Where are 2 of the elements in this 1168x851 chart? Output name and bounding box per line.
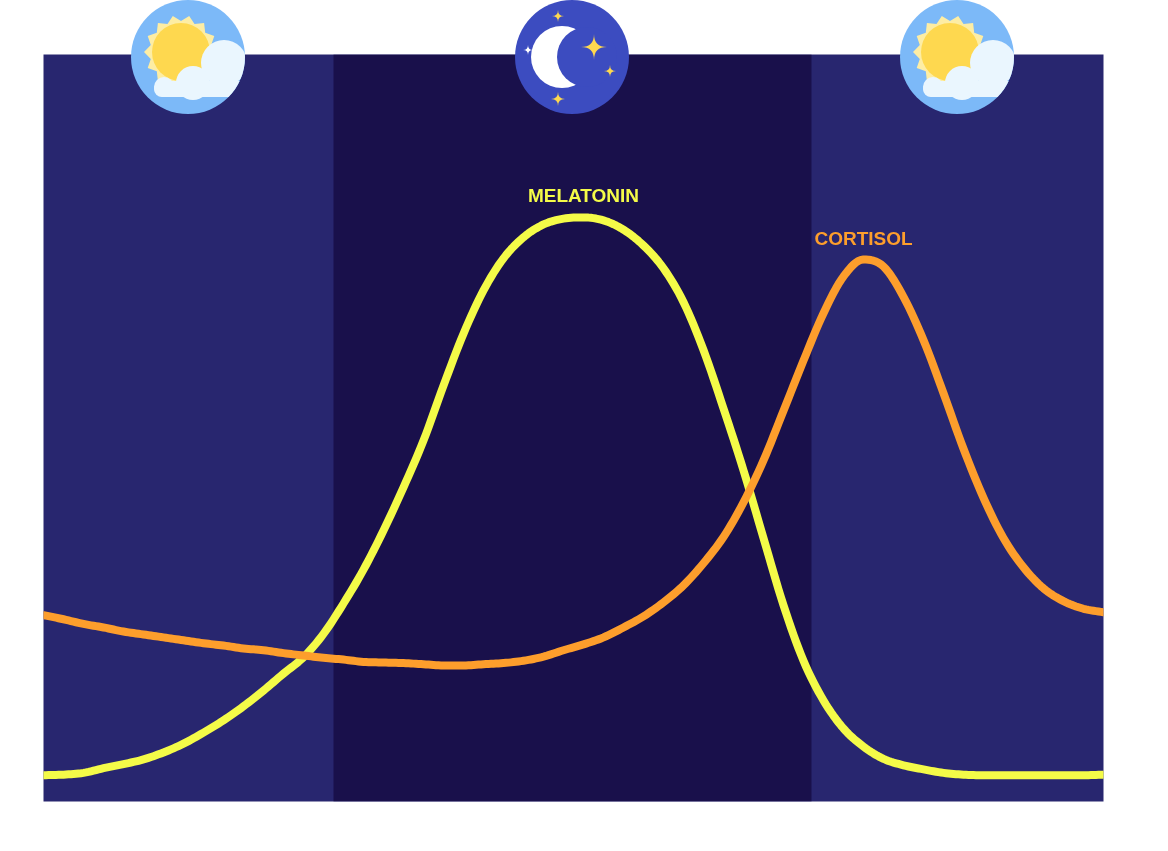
- series-label: MELATONIN: [527, 185, 640, 207]
- series-label: CORTISOL: [814, 227, 913, 249]
